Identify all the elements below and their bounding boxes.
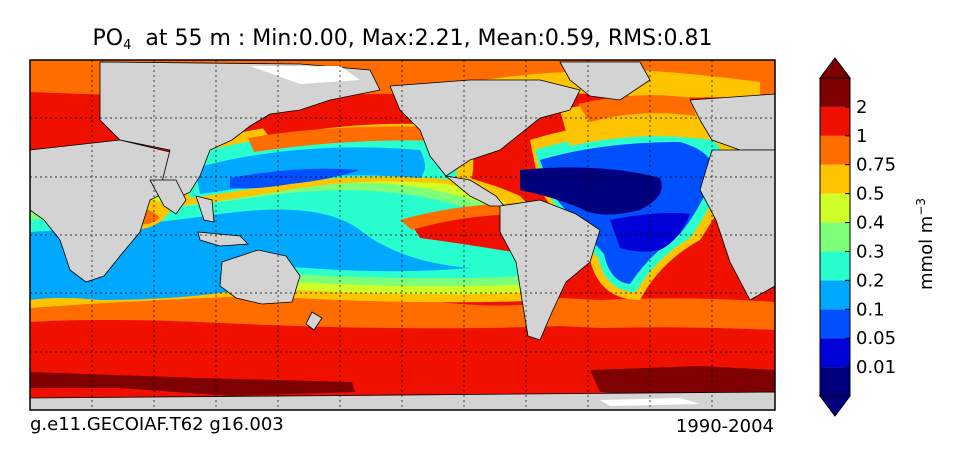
land-masses [30,61,775,410]
colorbar-swatch [820,164,850,194]
colorbar-swatch [820,193,850,223]
colorbar-extend-top [819,57,851,79]
colorbar-swatch [820,338,850,368]
model-run-label: g.e11.GECOIAF.T62 g16.003 [30,414,284,435]
colorbar-tick-label: 0.01 [856,357,896,378]
indochina-land [195,195,215,223]
units-exponent: −3 [914,197,928,216]
colorbar-swatch [820,280,850,310]
colorbar-swatch [820,106,850,136]
map-gridlines [30,60,775,410]
colorbar-extend-bottom [819,395,851,417]
title-stats: at 55 m : Min:0.00, Max:2.21, Mean:0.59,… [145,26,713,51]
new-zealand-land [305,311,323,331]
weddell-high-region [590,366,775,400]
colorbar-tick-label: 0.1 [856,299,885,320]
subpolar-atlantic-orange [578,95,696,122]
title-subscript: 4 [123,38,132,53]
time-range-label: 1990-2004 [675,416,774,437]
colorbar-swatch [820,367,850,396]
south-atlantic-dark-blue [610,212,690,252]
colorbar-swatch [820,309,850,339]
north-atlantic-navy [520,167,662,215]
antarctic-high-region [30,372,355,396]
colorbar-group: 0.01 0.05 0.1 0.2 0.3 0.4 0.5 0.75 1 2 [819,57,896,417]
colorbar-swatch [820,251,850,281]
colorbar-swatch [820,78,850,107]
india-land [149,179,187,215]
subarctic-pacific-orange [248,126,466,152]
eurasia-land [99,61,381,201]
map-frame [29,59,776,411]
colorbar-tick-label: 0.05 [856,328,896,349]
plot-title: PO4 at 55 m : Min:0.00, Max:2.21, Mean:0… [30,26,775,53]
colorbar-frame [819,77,851,397]
colorbar-tick-label: 0.3 [856,241,885,262]
title-variable: PO [92,26,124,51]
colorbar-units-label: mmol m−3 [914,198,937,290]
north-pacific-deep-blue [230,168,360,189]
australia-land [219,249,301,305]
africa-east-land [699,149,775,301]
colorbar-swatch [820,135,850,165]
colorbar-tick-label: 0.4 [856,213,885,234]
colorbar-swatch [820,222,850,252]
colorbar-tick-label: 1 [856,126,867,147]
greenland-land [559,61,651,101]
colorbar-tick-label: 2 [856,97,867,118]
sea-ice-patch [250,66,360,84]
north-america-land [389,79,581,177]
colorbar-tick-label: 0.2 [856,270,885,291]
colorbar-tick-label: 0.75 [856,155,896,176]
units-text: mmol m [916,215,937,290]
colorbar-tick-label: 0.5 [856,184,885,205]
indonesia-land [197,231,249,247]
